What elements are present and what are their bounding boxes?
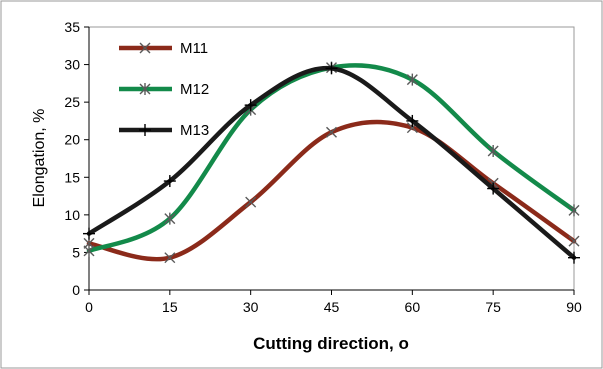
legend-entry-M13: M13 bbox=[119, 122, 209, 139]
y-tick-label: 10 bbox=[64, 207, 80, 223]
x-tick-label: 75 bbox=[485, 299, 501, 315]
y-tick-label: 15 bbox=[64, 169, 80, 185]
data-point-M13 bbox=[487, 182, 500, 195]
data-point-M12 bbox=[406, 73, 418, 86]
legend-marker bbox=[139, 42, 151, 54]
data-point-M13 bbox=[406, 114, 419, 127]
data-point-M13 bbox=[568, 251, 580, 264]
data-point-M12 bbox=[83, 244, 95, 257]
data-point-M11 bbox=[245, 196, 257, 208]
x-tick-label: 30 bbox=[243, 299, 259, 315]
data-point-M13 bbox=[163, 175, 176, 188]
legend-marker bbox=[139, 83, 151, 95]
y-tick-label: 35 bbox=[64, 19, 80, 35]
axes: 0 5 10 15 20 25 30 35 0 15 30 45 60 75 90 bbox=[64, 19, 582, 315]
series-M13 bbox=[83, 62, 580, 264]
y-tick-label: 25 bbox=[64, 94, 80, 110]
data-point-M12 bbox=[568, 204, 580, 217]
legend-label: M11 bbox=[180, 40, 208, 57]
data-point-M13 bbox=[325, 62, 338, 75]
data-point-M12 bbox=[487, 144, 499, 157]
x-axis-title: Cutting direction, o bbox=[253, 334, 409, 353]
x-tick-label: 60 bbox=[405, 299, 421, 315]
data-point-M11 bbox=[568, 235, 580, 247]
data-point-M13 bbox=[244, 99, 257, 112]
data-point-M13 bbox=[83, 227, 95, 240]
x-tick-label: 90 bbox=[566, 299, 582, 315]
x-tick-label: 15 bbox=[162, 299, 178, 315]
y-tick-label: 20 bbox=[64, 132, 80, 148]
series-layer bbox=[83, 61, 580, 264]
y-tick-label: 0 bbox=[72, 282, 80, 298]
legend-label: M12 bbox=[180, 81, 209, 98]
y-tick-label: 5 bbox=[72, 244, 80, 260]
y-tick-label: 30 bbox=[64, 57, 80, 73]
legend-marker bbox=[139, 124, 151, 136]
data-point-M11 bbox=[164, 252, 176, 264]
x-tick-label: 45 bbox=[324, 299, 340, 315]
legend-entry-M12: M12 bbox=[119, 81, 209, 98]
legend-entry-M11: M11 bbox=[119, 40, 208, 57]
data-point-M11 bbox=[326, 126, 337, 138]
data-point-M12 bbox=[164, 212, 176, 225]
legend: M11 M12 M13 bbox=[119, 40, 209, 139]
y-axis-title: Elongation, % bbox=[31, 109, 48, 208]
x-tick-label: 0 bbox=[85, 299, 93, 315]
legend-label: M13 bbox=[180, 122, 209, 139]
